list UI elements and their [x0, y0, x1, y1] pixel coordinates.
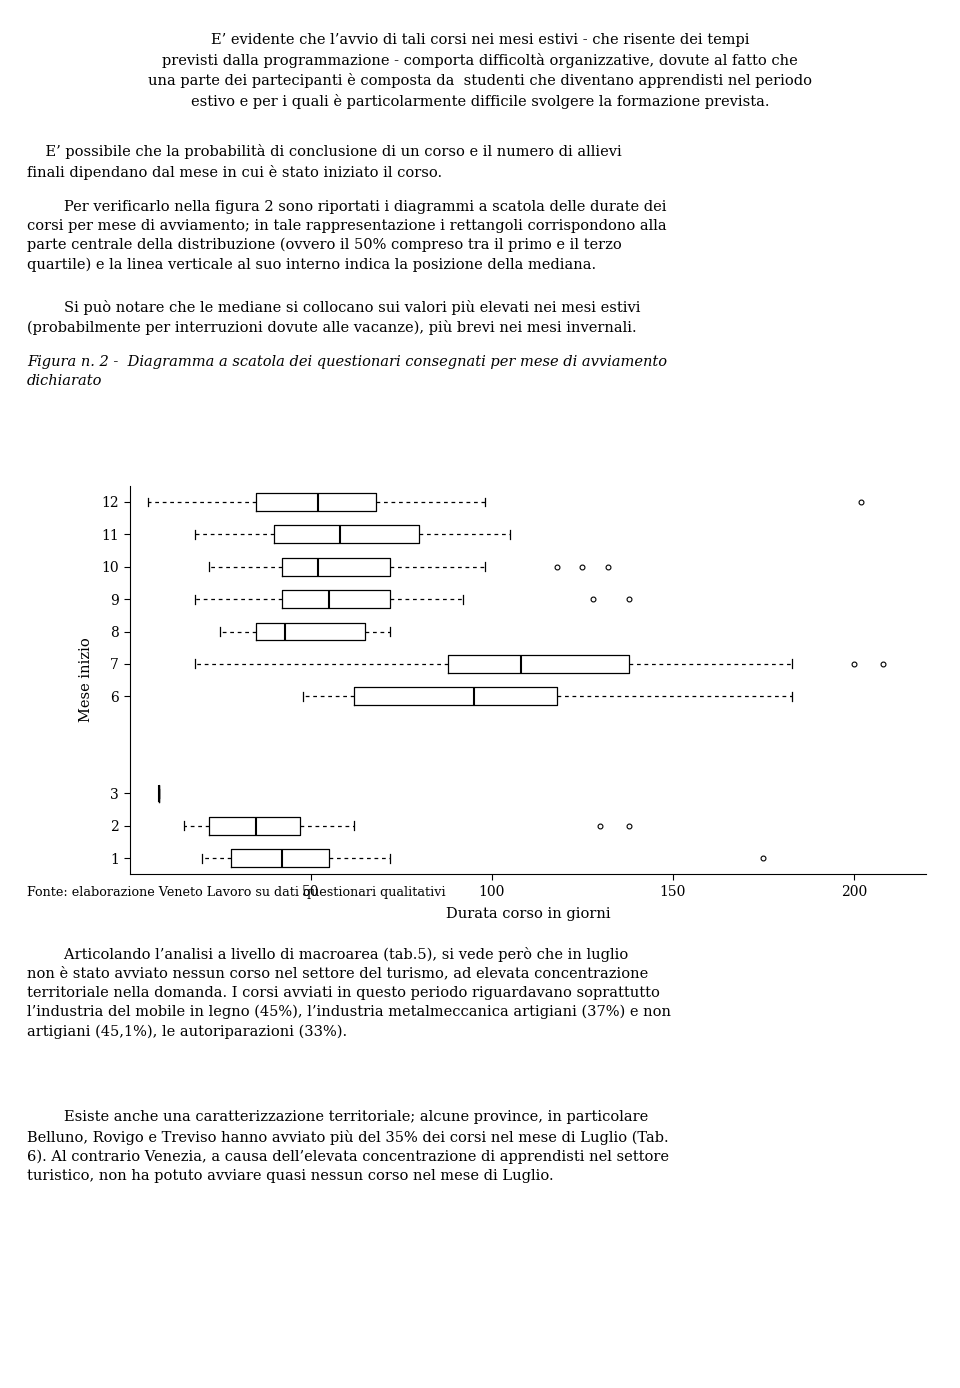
Text: Articolando l’analisi a livello di macroarea (tab.5), si vede però che in luglio: Articolando l’analisi a livello di macro… — [27, 947, 671, 1038]
Text: E’ possibile che la probabilità di conclusione di un corso e il numero di alliev: E’ possibile che la probabilità di concl… — [27, 144, 622, 180]
Text: Si può notare che le mediane si collocano sui valori più elevati nei mesi estivi: Si può notare che le mediane si collocan… — [27, 300, 640, 336]
Text: Per verificarlo nella figura 2 sono riportati i diagrammi a scatola delle durate: Per verificarlo nella figura 2 sono ripo… — [27, 200, 666, 272]
Text: E’ evidente che l’avvio di tali corsi nei mesi estivi - che risente dei tempi
pr: E’ evidente che l’avvio di tali corsi ne… — [148, 33, 812, 108]
X-axis label: Durata corso in giorni: Durata corso in giorni — [445, 908, 611, 922]
Y-axis label: Mese inizio: Mese inizio — [79, 637, 93, 723]
Text: Figura n. 2 -  Diagramma a scatola dei questionari consegnati per mese di avviam: Figura n. 2 - Diagramma a scatola dei qu… — [27, 355, 667, 389]
Text: Fonte: elaborazione Veneto Lavoro su dati questionari qualitativi: Fonte: elaborazione Veneto Lavoro su dat… — [27, 886, 445, 898]
Text: Esiste anche una caratterizzazione territoriale; alcune province, in particolare: Esiste anche una caratterizzazione terri… — [27, 1110, 669, 1183]
